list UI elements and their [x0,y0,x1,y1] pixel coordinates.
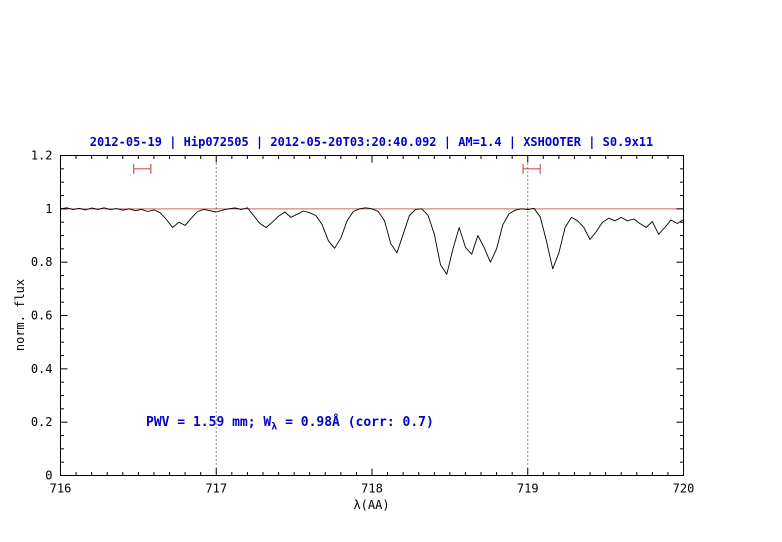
pwv-annotation-part1: PWV = 1.59 mm; W [146,415,272,430]
plot-title: 2012-05-19 | Hip072505 | 2012-05-20T03:2… [89,135,654,149]
x-tick-label: 717 [205,482,227,496]
pwv-annotation: PWV = 1.59 mm; Wλ = 0.98Å (corr: 0.7) [146,415,434,433]
y-tick-label: 1 [45,202,52,216]
x-tick-label: 716 [50,482,72,496]
x-tick-label: 718 [361,482,383,496]
x-tick-label: 720 [673,482,695,496]
y-tick-label: 0 [45,469,52,483]
y-tick-label: 0.6 [31,309,53,323]
y-tick-label: 0.8 [31,255,53,269]
y-tick-label: 0.4 [31,362,53,376]
x-tick-label: 719 [517,482,539,496]
x-axis-label: λ(AA) [353,498,390,512]
y-tick-label: 1.2 [31,149,53,163]
y-tick-label: 0.2 [31,415,53,429]
y-axis-label: norm. flux [13,278,27,352]
spectrum-line [60,207,684,275]
pwv-annotation-sub: λ [271,421,278,433]
plot-frame [60,155,684,476]
pwv-annotation-part2: = 0.98Å (corr: 0.7) [277,415,434,430]
